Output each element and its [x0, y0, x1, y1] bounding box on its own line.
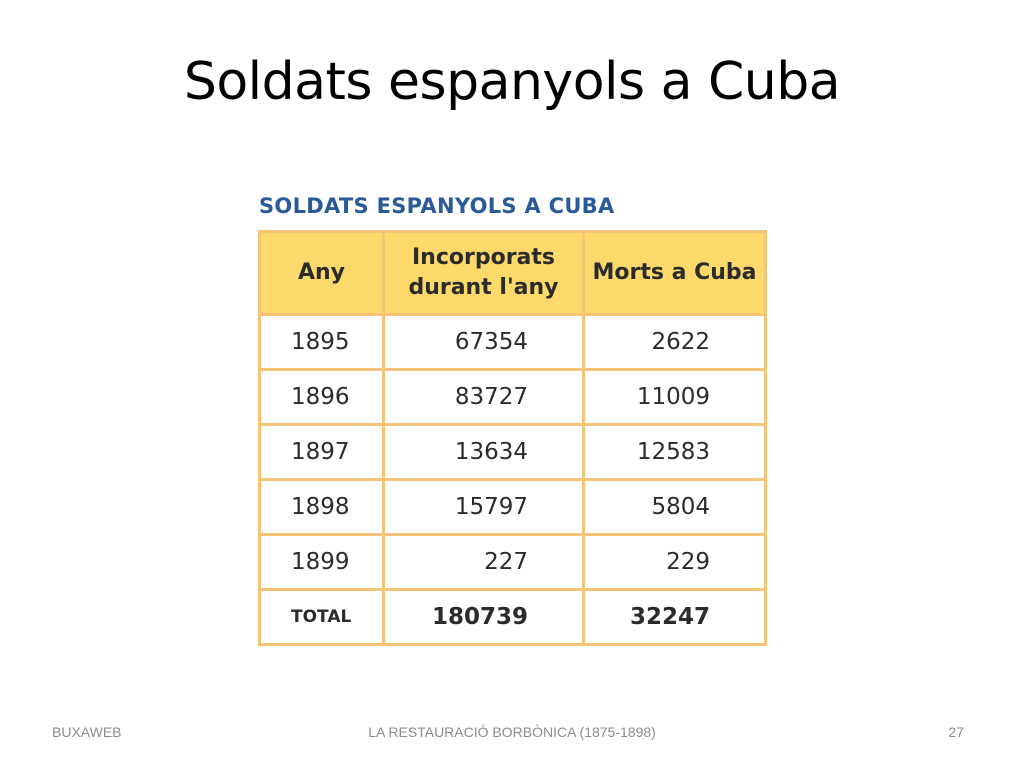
cell-year: 1895 — [258, 313, 385, 371]
cell-deaths: 12583 — [582, 423, 767, 481]
table-caption: SOLDATS ESPANYOLS A CUBA — [259, 194, 615, 218]
header-incorporated-line1: Incorporats — [411, 245, 556, 270]
table-row: 1899 227 229 — [258, 533, 767, 591]
cell-year: 1899 — [258, 533, 385, 591]
cell-total-incorporated: 180739 — [382, 588, 585, 646]
footer-topic: LA RESTAURACIÓ BORBÒNICA (1875-1898) — [368, 724, 656, 740]
cell-incorporated: 227 — [382, 533, 585, 591]
table-row: 1897 13634 12583 — [258, 423, 767, 481]
slide-number: 27 — [948, 724, 964, 740]
table-header-row: Any Incorporats durant l'any Morts a Cub… — [258, 230, 767, 316]
soldiers-table: Any Incorporats durant l'any Morts a Cub… — [258, 230, 767, 646]
header-deaths: Morts a Cuba — [582, 230, 767, 316]
total-row: TOTAL 180739 32247 — [258, 588, 767, 646]
footer-author: BUXAWEB — [52, 724, 122, 740]
cell-deaths: 2622 — [582, 313, 767, 371]
slide-title: Soldats espanyols a Cuba — [183, 52, 841, 112]
header-incorporated-line2: durant l'any — [408, 275, 559, 300]
cell-deaths: 11009 — [582, 368, 767, 426]
cell-year: 1898 — [258, 478, 385, 536]
cell-deaths: 229 — [582, 533, 767, 591]
table-figure: SOLDATS ESPANYOLS A CUBA Any Incorporats… — [258, 188, 767, 646]
cell-year: 1897 — [258, 423, 385, 481]
cell-incorporated: 83727 — [382, 368, 585, 426]
cell-year: 1896 — [258, 368, 385, 426]
table-row: 1896 83727 11009 — [258, 368, 767, 426]
cell-incorporated: 13634 — [382, 423, 585, 481]
cell-incorporated: 67354 — [382, 313, 585, 371]
cell-total-label: TOTAL — [258, 588, 385, 646]
cell-total-deaths: 32247 — [582, 588, 767, 646]
table-row: 1898 15797 5804 — [258, 478, 767, 536]
cell-deaths: 5804 — [582, 478, 767, 536]
header-incorporated: Incorporats durant l'any — [382, 230, 585, 316]
cell-incorporated: 15797 — [382, 478, 585, 536]
table-row: 1895 67354 2622 — [258, 313, 767, 371]
header-year: Any — [258, 230, 385, 316]
